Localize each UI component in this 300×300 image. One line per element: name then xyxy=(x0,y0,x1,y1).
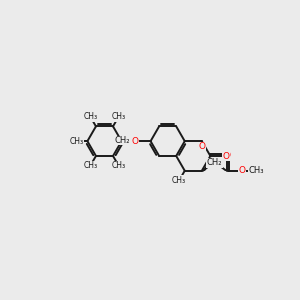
Text: CH₂: CH₂ xyxy=(207,158,222,167)
Text: CH₃: CH₃ xyxy=(172,176,186,185)
Text: O: O xyxy=(199,142,206,151)
Text: CH₃: CH₃ xyxy=(112,112,126,121)
Text: O: O xyxy=(223,152,230,160)
Text: CH₃: CH₃ xyxy=(69,137,83,146)
Text: O: O xyxy=(224,152,231,160)
Text: CH₃: CH₃ xyxy=(112,161,126,170)
Text: O: O xyxy=(132,137,139,146)
Text: CH₃: CH₃ xyxy=(83,161,98,170)
Text: O: O xyxy=(238,166,246,175)
Text: CH₃: CH₃ xyxy=(248,166,263,175)
Text: CH₂: CH₂ xyxy=(115,136,130,145)
Text: CH₃: CH₃ xyxy=(83,112,98,121)
